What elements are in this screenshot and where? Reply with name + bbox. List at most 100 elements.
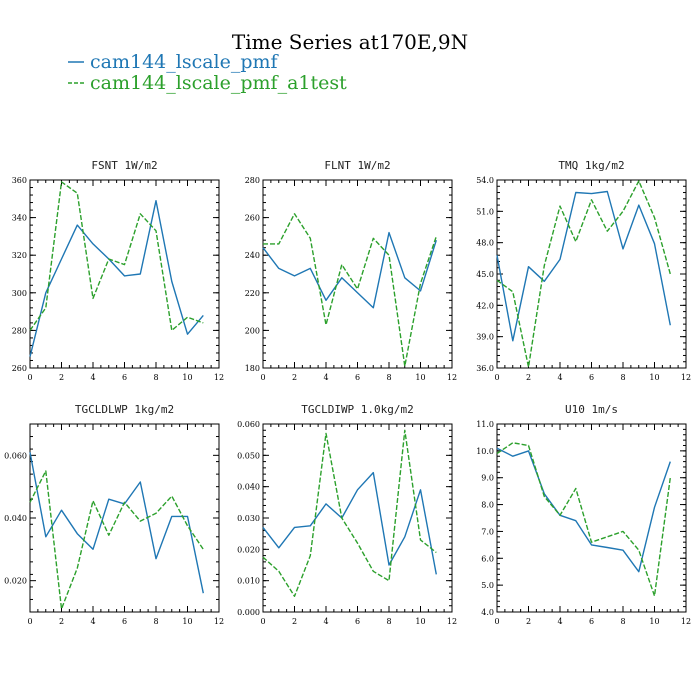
series-line <box>496 190 671 342</box>
y-tick-label: 0.040 <box>4 514 27 523</box>
x-tick-label: 0 <box>260 373 265 382</box>
y-tick-label: 36.0 <box>476 364 494 373</box>
y-tick-label: 260 <box>12 364 27 373</box>
y-tick-label: 4.0 <box>481 608 494 617</box>
y-tick-label: 0.000 <box>237 608 260 617</box>
y-tick-label: 48.0 <box>476 239 494 248</box>
x-tick-label: 6 <box>122 373 127 382</box>
series-line <box>496 447 671 573</box>
panel: TMQ 1kg/m2 0 2 4 6 8 10 12 36.0 39.0 42.0 45.0 48.0 5… <box>476 159 691 382</box>
y-tick-label: 0.030 <box>237 514 260 523</box>
y-tick-label: 0.060 <box>4 451 27 460</box>
x-tick-label: 4 <box>557 373 562 382</box>
x-tick-label: 6 <box>355 617 360 626</box>
y-tick-label: 42.0 <box>476 301 494 310</box>
panel: TGCLDLWP 1kg/m2 0 2 4 6 8 10 12 0.020 0.040 0.060 <box>4 403 224 626</box>
legend: cam144_lscale_pmf cam144_lscale_pmf_a1te… <box>68 51 347 94</box>
y-tick-label: 0.020 <box>237 545 260 554</box>
y-tick-label: 360 <box>12 176 27 185</box>
x-tick-label: 6 <box>589 617 594 626</box>
plot-frame <box>262 423 453 613</box>
y-tick-label: 200 <box>245 326 260 335</box>
y-tick-label: 280 <box>12 326 27 335</box>
y-tick-label: 51.0 <box>476 207 494 216</box>
y-tick-label: 11.0 <box>476 420 494 429</box>
series-line <box>262 429 437 597</box>
x-tick-label: 8 <box>386 373 391 382</box>
x-tick-label: 10 <box>415 617 425 626</box>
y-tick-label: 280 <box>245 176 260 185</box>
panel-title: FLNT 1W/m2 <box>324 159 390 172</box>
panel: U10 1m/s 0 2 4 6 8 10 12 4.0 5.0 6.0 7.0 8.0 9.0 10.0 1… <box>476 403 691 626</box>
y-tick-label: 54.0 <box>476 176 494 185</box>
y-tick-label: 8.0 <box>481 501 494 510</box>
x-tick-label: 8 <box>153 617 158 626</box>
x-tick-label: 8 <box>620 373 625 382</box>
x-tick-label: 4 <box>557 617 562 626</box>
panels: FSNT 1W/m20 2 4 6 8 10 12260280300320340360FLN… <box>4 159 691 626</box>
y-tick-label: 0.040 <box>237 483 260 492</box>
y-tick-label: 220 <box>245 289 260 298</box>
x-tick-label: 12 <box>214 617 224 626</box>
y-tick-label: 9.0 <box>481 474 494 483</box>
x-tick-label: 4 <box>90 617 95 626</box>
y-tick-label: 6.0 <box>481 554 494 563</box>
x-tick-label: 2 <box>292 617 297 626</box>
x-tick-label: 2 <box>526 373 531 382</box>
x-tick-label: 2 <box>292 373 297 382</box>
figure-title: Time Series at170E,9N <box>232 30 468 54</box>
x-tick-label: 4 <box>323 617 328 626</box>
series-line <box>263 213 437 367</box>
y-tick-label: 0.060 <box>237 420 260 429</box>
x-tick-label: 12 <box>447 617 457 626</box>
y-tick-label: 0.010 <box>237 577 260 586</box>
x-tick-label: 6 <box>122 617 127 626</box>
y-tick-label: 10.0 <box>476 447 494 456</box>
series-line <box>29 199 204 357</box>
legend-entry: cam144_lscale_pmf <box>68 51 280 73</box>
x-tick-label: 0 <box>27 373 32 382</box>
y-tick-label: 5.0 <box>481 581 494 590</box>
y-tick-label: 0.020 <box>4 577 27 586</box>
x-tick-label: 4 <box>90 373 95 382</box>
panel-title: TMQ 1kg/m2 <box>558 159 624 172</box>
x-tick-label: 10 <box>182 373 192 382</box>
panel-title: U10 1m/s <box>565 403 618 416</box>
x-tick-label: 8 <box>153 373 158 382</box>
plot-frame <box>496 179 687 369</box>
x-tick-label: 8 <box>386 617 391 626</box>
x-tick-label: 2 <box>526 617 531 626</box>
legend-label: cam144_lscale_pmf <box>90 51 280 73</box>
y-tick-label: 240 <box>245 251 260 260</box>
x-tick-label: 12 <box>681 617 691 626</box>
y-tick-label: 180 <box>245 364 260 373</box>
y-tick-label: 300 <box>12 289 27 298</box>
panel-title: FSNT 1W/m2 <box>91 159 157 172</box>
series-line <box>29 452 204 594</box>
y-tick-label: 0.050 <box>237 451 260 460</box>
x-tick-label: 2 <box>59 617 64 626</box>
series-line <box>29 470 204 610</box>
y-tick-label: 39.0 <box>476 333 494 342</box>
panel-title: TGCLDLWP 1kg/m2 <box>75 403 174 416</box>
series-line <box>496 180 671 368</box>
y-tick-label: 45.0 <box>476 270 494 279</box>
y-tick-label: 320 <box>12 251 27 260</box>
x-tick-label: 10 <box>649 373 659 382</box>
x-tick-label: 2 <box>59 373 64 382</box>
legend-entry: cam144_lscale_pmf_a1test <box>68 72 347 94</box>
y-tick-label: 260 <box>245 214 260 223</box>
series-line <box>262 231 437 309</box>
x-tick-label: 0 <box>494 617 499 626</box>
panel-title: TGCLDIWP 1.0kg/m2 <box>301 403 414 416</box>
panel: TGCLDIWP 1.0kg/m2 0 2 4 6 8 10 12 0.000 0.010 0.02… <box>237 403 457 626</box>
x-tick-label: 12 <box>447 373 457 382</box>
y-tick-label: 340 <box>12 214 27 223</box>
series-line <box>262 471 437 575</box>
x-tick-label: 0 <box>260 617 265 626</box>
x-tick-label: 10 <box>415 373 425 382</box>
series-line <box>29 181 204 332</box>
x-tick-label: 12 <box>214 373 224 382</box>
x-tick-label: 4 <box>323 373 328 382</box>
